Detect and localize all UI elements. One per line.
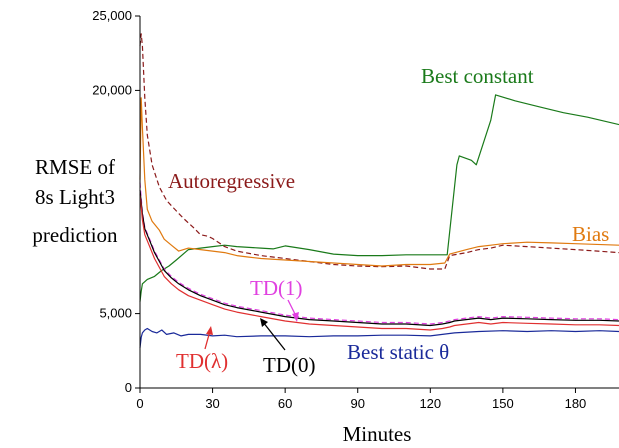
series-line-0 <box>139 94 619 302</box>
annotation-td1: TD(1) <box>250 276 302 300</box>
annotation-td0: TD(0) <box>263 353 315 377</box>
annotation-arrow-td1 <box>287 299 299 322</box>
x-tick-label: 120 <box>419 396 441 411</box>
x-tick-label: 30 <box>205 396 219 411</box>
annotation-autoregressive: Autoregressive <box>168 169 295 193</box>
x-tick-label: 180 <box>565 396 587 411</box>
annotation-bias: Bias <box>572 222 609 246</box>
series-line-5 <box>139 194 619 331</box>
series-line-6 <box>139 327 619 348</box>
x-axis-title: Minutes <box>343 422 412 446</box>
x-ticks: 0 30 60 90 120 150 180 <box>136 388 586 411</box>
annotation-arrow-td0 <box>260 318 286 351</box>
x-tick-label: 60 <box>278 396 292 411</box>
y-tick-label: 20,000 <box>92 82 132 97</box>
annotation-arrow-td-lambda <box>204 326 213 350</box>
series-line-2 <box>139 97 619 267</box>
x-tick-label: 0 <box>136 396 143 411</box>
y-tick-label: 0 <box>125 380 132 395</box>
y-tick-label: 25,000 <box>92 8 132 23</box>
x-tick-label: 150 <box>492 396 514 411</box>
series-line-4 <box>139 190 619 327</box>
y-axis-title-line-3: prediction <box>32 223 118 247</box>
y-tick-label: 5,000 <box>99 306 132 321</box>
y-axis-title-line-1: RMSE of <box>35 155 115 179</box>
annotation-best-constant: Best constant <box>421 64 534 88</box>
series-line-3 <box>139 182 619 325</box>
annotation-td-lambda: TD(λ) <box>176 349 228 373</box>
y-ticks: 0 5,000 20,000 25,000 <box>92 8 140 395</box>
plot-lines <box>139 33 619 348</box>
series-line-1 <box>139 33 619 270</box>
y-axis-title-line-2: 8s Light3 <box>35 185 115 209</box>
annotation-best-static-theta: Best static θ <box>347 340 449 364</box>
x-tick-label: 90 <box>350 396 364 411</box>
